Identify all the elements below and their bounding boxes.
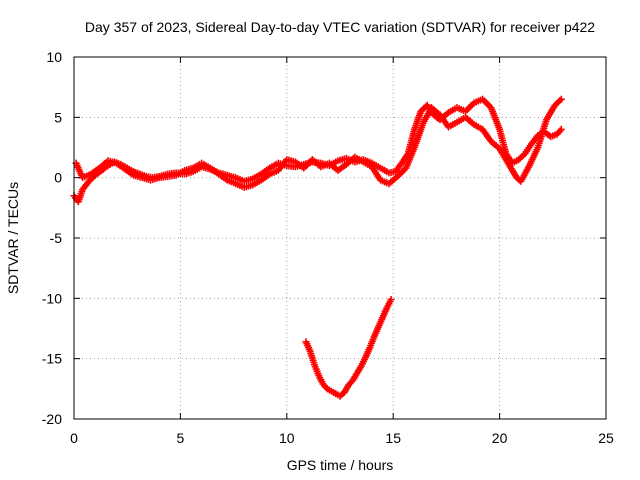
series-dip-segment [302, 296, 395, 400]
y-tick-label: 5 [54, 109, 62, 125]
x-tick-label: 10 [279, 430, 295, 446]
chart-title: Day 357 of 2023, Sidereal Day-to-day VTE… [85, 19, 595, 35]
y-tick-label: 0 [54, 170, 62, 186]
x-tick-label: 20 [492, 430, 508, 446]
x-axis: 0 5 10 15 20 25 [70, 57, 614, 446]
x-tick-label: 15 [385, 430, 401, 446]
x-tick-label: 5 [177, 430, 185, 446]
y-axis-label: SDTVAR / TECUs [5, 182, 21, 294]
data-point [557, 125, 565, 133]
series-main-track-b [72, 95, 565, 191]
x-axis-label: GPS time / hours [287, 457, 394, 473]
y-tick-label: -15 [42, 351, 62, 367]
y-tick-label: -10 [42, 290, 62, 306]
data-points [70, 95, 565, 400]
data-point [557, 95, 565, 103]
data-point [387, 296, 395, 304]
y-tick-label: -20 [42, 411, 62, 427]
x-tick-label: 0 [70, 430, 78, 446]
y-tick-label: 10 [46, 49, 62, 65]
y-tick-label: -5 [50, 230, 63, 246]
y-axis: -20 -15 -10 -5 0 5 10 [42, 49, 606, 427]
x-tick-label: 25 [598, 430, 614, 446]
